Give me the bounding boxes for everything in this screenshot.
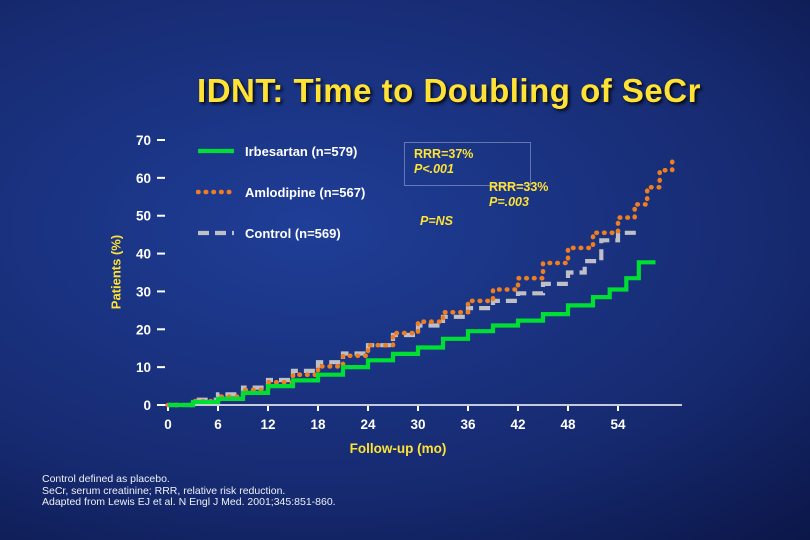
y-axis-tick-label: 0 — [143, 398, 151, 413]
annotation-rrr33-text: RRR=33% — [489, 180, 549, 194]
slide-title: IDNT: Time to Doubling of SeCr — [197, 72, 701, 109]
y-axis-tick-label: 60 — [136, 171, 151, 186]
annotation-rrr37-box: RRR=37% P<.001 — [404, 142, 531, 186]
y-axis-tick-label: 10 — [136, 360, 151, 375]
footnote-line: Control defined as placebo. — [42, 473, 170, 485]
x-axis-tick-label: 54 — [610, 417, 626, 432]
legend-label: Amlodipine (n=567) — [245, 184, 366, 200]
x-axis-tick-label: 0 — [164, 417, 172, 432]
x-axis-tick-label: 42 — [510, 417, 525, 432]
annotation-p-ns: P=NS — [420, 214, 454, 228]
x-axis-tick-label: 6 — [214, 417, 222, 432]
x-axis-tick-label: 30 — [410, 417, 425, 432]
legend-label: Irbesartan (n=579) — [245, 143, 358, 159]
footnote-line: Adapted from Lewis EJ et al. N Engl J Me… — [42, 496, 336, 508]
x-axis-tick-label: 36 — [460, 417, 476, 432]
legend-item: Irbesartan (n=579) — [196, 143, 365, 159]
y-axis-tick-label: 40 — [136, 247, 151, 262]
footnotes: Control defined as placebo. SeCr, serum … — [42, 473, 336, 509]
legend-swatch-solid — [198, 148, 234, 154]
footnote-line: SeCr, serum creatinine; RRR, relative ri… — [42, 484, 286, 497]
legend-item: Amlodipine (n=567) — [196, 184, 365, 200]
y-axis-title: Patients (%) — [108, 234, 124, 310]
chart-legend: Irbesartan (n=579) Amlodipine (n=567) Cont… — [196, 143, 365, 266]
y-axis-tick-label: 50 — [136, 209, 151, 224]
x-axis-title: Follow-up (mo) — [349, 441, 447, 456]
annotation-rrr33-pvalue: P=.003 — [489, 194, 529, 209]
annotation-rrr37-text: RRR=37% — [414, 147, 474, 161]
x-axis-tick-label: 48 — [560, 417, 576, 432]
x-axis-tick-label: 24 — [360, 417, 376, 432]
legend-label: Control (n=569) — [245, 225, 341, 241]
y-axis-tick-label: 30 — [136, 284, 151, 299]
series-line-irbesartan — [168, 260, 656, 408]
x-axis-tick-label: 12 — [260, 417, 275, 432]
legend-swatch-dashed — [198, 230, 234, 236]
y-axis-tick-label: 20 — [136, 322, 151, 337]
x-axis-tick-label: 18 — [310, 417, 326, 432]
annotation-rrr37-pvalue: P<.001 — [414, 161, 454, 176]
annotation-rrr33: RRR=33% P=.003 — [489, 180, 548, 210]
legend-item: Control (n=569) — [196, 225, 365, 241]
legend-swatch-dotted — [196, 189, 236, 195]
y-axis-tick-label: 70 — [136, 133, 151, 148]
